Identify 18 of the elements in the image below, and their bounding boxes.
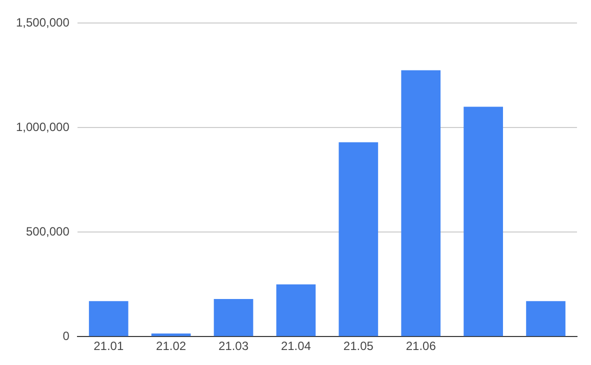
bar <box>401 70 441 336</box>
x-tick-label: 21.01 <box>94 339 124 354</box>
bar <box>88 301 128 336</box>
x-tick-label: 21.05 <box>343 339 374 354</box>
y-tick-label: 1,500,000 <box>16 16 70 30</box>
y-tick-label: 500,000 <box>26 224 70 238</box>
bar <box>464 106 503 336</box>
bar <box>151 333 191 336</box>
bar <box>338 142 378 336</box>
bar <box>214 298 254 336</box>
bar <box>526 301 566 336</box>
bar <box>276 284 316 336</box>
x-tick-label: 21.03 <box>218 339 249 354</box>
x-tick-label: 21.02 <box>156 339 186 354</box>
y-tick-label: 1,000,000 <box>16 120 70 134</box>
x-tick-label: 21.04 <box>280 339 312 354</box>
y-tick-label: 0 <box>62 328 70 343</box>
x-tick-label: 21.06 <box>406 339 436 354</box>
